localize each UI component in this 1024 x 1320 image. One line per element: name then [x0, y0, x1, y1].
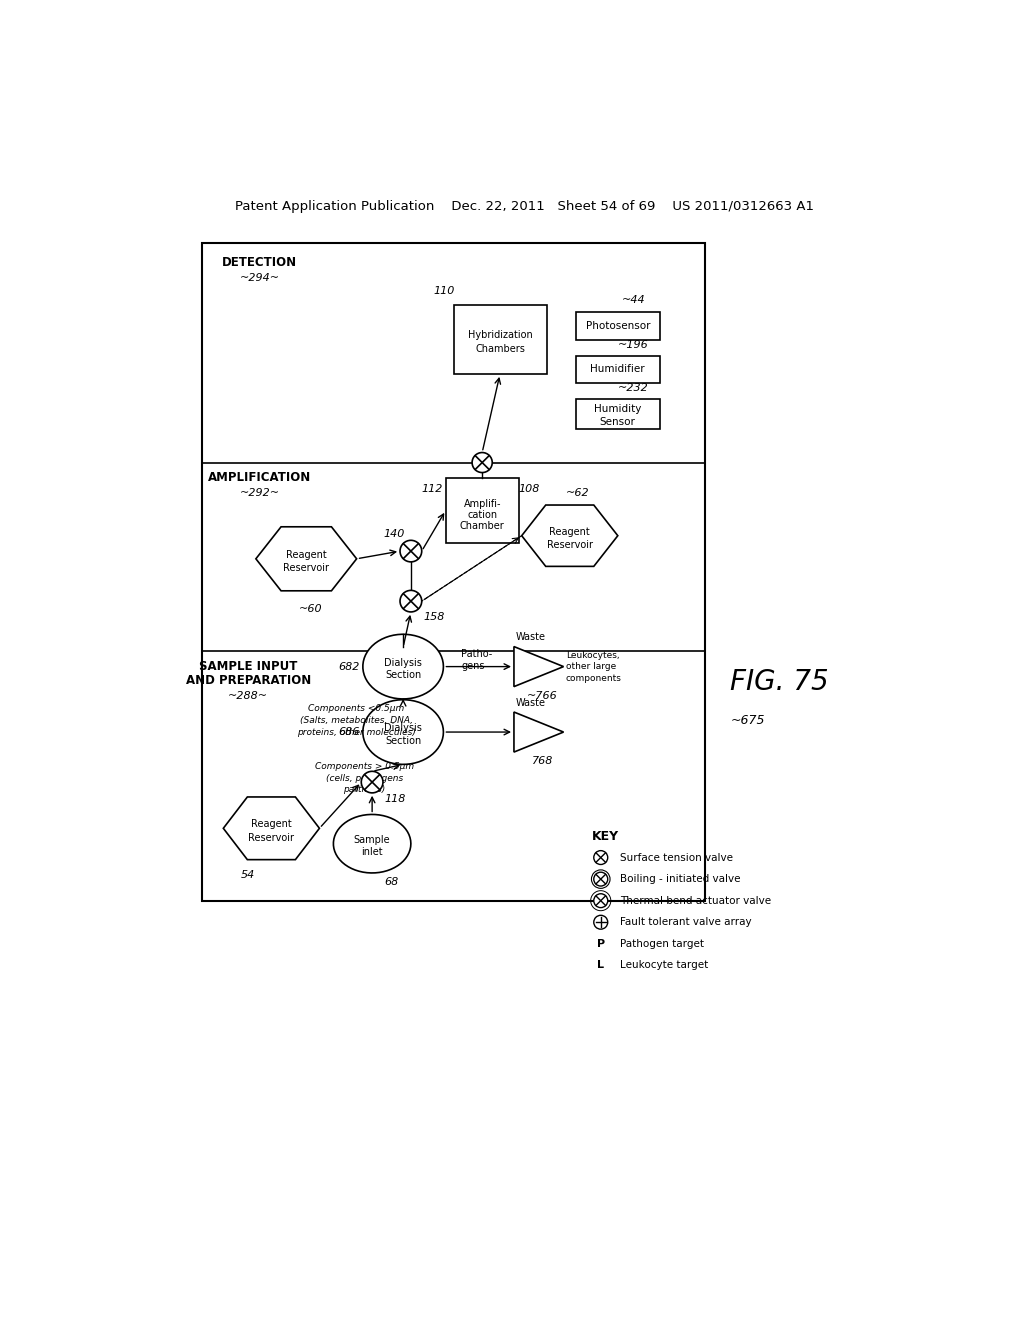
Text: Components > 0.5µm: Components > 0.5µm [314, 762, 414, 771]
Text: (cells, pathogens: (cells, pathogens [326, 774, 403, 783]
Polygon shape [362, 700, 443, 764]
Polygon shape [223, 797, 319, 859]
Text: ~62: ~62 [565, 488, 590, 499]
Circle shape [400, 540, 422, 562]
Text: Amplifi-: Amplifi- [464, 499, 501, 510]
Text: cation: cation [467, 510, 498, 520]
Text: particles): particles) [343, 785, 385, 795]
Text: Reagent: Reagent [286, 550, 327, 560]
Text: Humidity: Humidity [594, 404, 641, 414]
Text: AMPLIFICATION: AMPLIFICATION [208, 471, 311, 484]
Polygon shape [445, 478, 519, 544]
Text: Reservoir: Reservoir [249, 833, 294, 842]
Text: inlet: inlet [361, 847, 383, 857]
Text: ~60: ~60 [298, 603, 322, 614]
Text: Patent Application Publication    Dec. 22, 2011   Sheet 54 of 69    US 2011/0312: Patent Application Publication Dec. 22, … [236, 199, 814, 213]
Text: 158: 158 [424, 611, 444, 622]
Text: Leukocytes,: Leukocytes, [566, 651, 620, 660]
Circle shape [361, 771, 383, 793]
Text: (Salts, metabolites, DNA,: (Salts, metabolites, DNA, [300, 715, 413, 725]
Polygon shape [334, 814, 411, 873]
Text: DETECTION: DETECTION [222, 256, 297, 269]
Polygon shape [575, 313, 659, 341]
Text: 686: 686 [338, 727, 359, 737]
Circle shape [400, 590, 422, 612]
Polygon shape [575, 355, 659, 383]
Text: ~675: ~675 [731, 714, 765, 727]
Text: 768: 768 [531, 756, 553, 767]
Text: Chamber: Chamber [460, 520, 505, 531]
Text: 108: 108 [518, 483, 540, 494]
Text: Reagent: Reagent [549, 527, 590, 537]
Text: Photosensor: Photosensor [586, 321, 650, 331]
Text: Sensor: Sensor [600, 417, 636, 426]
Text: AND PREPARATION: AND PREPARATION [185, 675, 310, 686]
Text: Chambers: Chambers [475, 343, 525, 354]
Text: 54: 54 [241, 870, 255, 879]
Text: Waste: Waste [516, 698, 546, 708]
Text: Humidifier: Humidifier [591, 364, 645, 375]
Text: Pathogen target: Pathogen target [621, 939, 705, 949]
Polygon shape [514, 711, 563, 752]
Text: proteins, other molecules): proteins, other molecules) [297, 727, 416, 737]
Text: Waste: Waste [516, 632, 546, 643]
Text: Dialysis: Dialysis [384, 657, 422, 668]
Text: Components <0.5µm: Components <0.5µm [308, 705, 404, 713]
Text: Reagent: Reagent [251, 820, 292, 829]
Text: SAMPLE INPUT: SAMPLE INPUT [199, 660, 297, 673]
Text: FIG. 75: FIG. 75 [730, 668, 828, 696]
Polygon shape [454, 305, 547, 374]
Text: components: components [566, 673, 622, 682]
Text: 112: 112 [421, 483, 442, 494]
Circle shape [594, 850, 607, 865]
Text: Thermal bend actuator valve: Thermal bend actuator valve [621, 896, 771, 906]
Text: ~288~: ~288~ [228, 690, 268, 701]
Text: Boiling - initiated valve: Boiling - initiated valve [621, 874, 740, 884]
Text: Fault tolerant valve array: Fault tolerant valve array [621, 917, 752, 927]
Polygon shape [514, 647, 563, 686]
Text: L: L [597, 961, 604, 970]
Text: KEY: KEY [592, 829, 618, 842]
Text: 118: 118 [385, 795, 407, 804]
Text: Reservoir: Reservoir [284, 564, 330, 573]
Circle shape [594, 873, 607, 886]
Polygon shape [256, 527, 356, 591]
Polygon shape [362, 635, 443, 698]
Text: ~232: ~232 [617, 383, 648, 393]
Text: 68: 68 [384, 878, 398, 887]
Text: Patho-: Patho- [461, 648, 493, 659]
Text: ~44: ~44 [622, 296, 645, 305]
Circle shape [472, 453, 493, 473]
Text: ~294~: ~294~ [240, 273, 280, 282]
Text: Surface tension valve: Surface tension valve [621, 853, 733, 862]
Text: other large: other large [566, 663, 616, 671]
Circle shape [594, 915, 607, 929]
Text: 110: 110 [433, 286, 455, 296]
Text: Sample: Sample [354, 834, 390, 845]
Polygon shape [575, 399, 659, 429]
Text: P: P [597, 939, 605, 949]
Text: Hybridization: Hybridization [468, 330, 532, 341]
Text: Leukocyte target: Leukocyte target [621, 961, 709, 970]
Polygon shape [521, 506, 617, 566]
Text: ~292~: ~292~ [240, 488, 280, 499]
Text: Dialysis: Dialysis [384, 723, 422, 733]
Text: 140: 140 [383, 529, 404, 539]
Circle shape [594, 894, 607, 908]
Text: Section: Section [385, 735, 421, 746]
Polygon shape [202, 243, 706, 902]
Text: ~196: ~196 [617, 339, 648, 350]
Text: Section: Section [385, 671, 421, 680]
Text: gens: gens [461, 661, 484, 671]
Text: ~766: ~766 [527, 690, 558, 701]
Text: Reservoir: Reservoir [547, 540, 593, 550]
Text: 682: 682 [338, 661, 359, 672]
